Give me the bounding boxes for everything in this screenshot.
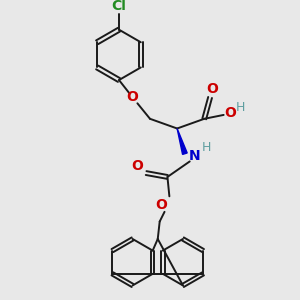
Text: O: O — [127, 91, 139, 104]
Text: O: O — [224, 106, 236, 120]
Polygon shape — [177, 128, 187, 154]
Text: Cl: Cl — [112, 0, 126, 14]
Text: N: N — [189, 148, 200, 163]
Text: O: O — [206, 82, 218, 96]
Text: H: H — [236, 101, 245, 114]
Text: H: H — [202, 141, 211, 154]
Text: O: O — [156, 198, 168, 212]
Text: O: O — [131, 159, 143, 173]
